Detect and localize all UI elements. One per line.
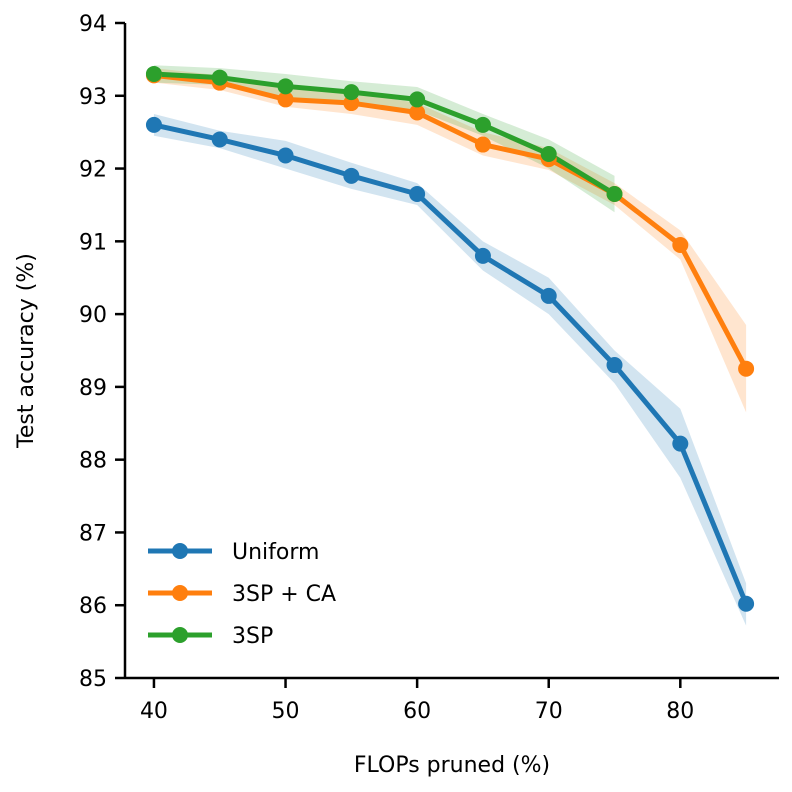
x-axis-label: FLOPs pruned (%) (354, 753, 550, 778)
y-tick-label-90: 90 (79, 303, 107, 328)
point-3sp-75 (606, 186, 623, 203)
point-uniform-70 (540, 287, 557, 304)
y-tick-label-91: 91 (79, 230, 107, 255)
band-3sp-ca (153, 68, 747, 413)
y-tick-label-85: 85 (79, 667, 107, 692)
point-3sp-65 (474, 116, 491, 133)
point-3sp-ca-80 (672, 236, 689, 253)
legend-label-3sp: 3SP (232, 624, 273, 649)
point-3sp-50 (277, 78, 294, 95)
point-uniform-40 (145, 116, 162, 133)
y-tick-label-88: 88 (79, 449, 107, 474)
point-uniform-80 (672, 435, 689, 452)
point-uniform-55 (343, 167, 360, 184)
point-3sp-ca-85 (738, 360, 755, 377)
point-3sp-70 (540, 146, 557, 162)
y-tick-label-87: 87 (79, 521, 107, 546)
y-tick-label-93: 93 (79, 85, 107, 110)
axes (123, 23, 779, 680)
point-uniform-50 (277, 147, 294, 164)
line-3sp (153, 71, 616, 197)
point-uniform-65 (474, 247, 491, 264)
point-3sp-ca-60 (409, 104, 426, 121)
x-tick-label-70: 70 (535, 699, 563, 724)
legend-marker-uniform (172, 543, 188, 559)
point-3sp-ca-50 (277, 91, 294, 108)
point-3sp-ca-65 (474, 136, 491, 153)
point-uniform-75 (606, 357, 623, 374)
line-3sp-ca (153, 72, 749, 370)
legend: Uniform 3SP + CA 3SP (148, 540, 336, 649)
legend-label-3sp-ca: 3SP + CA (232, 582, 336, 607)
x-tick-label-60: 60 (403, 699, 431, 724)
point-3sp-60 (409, 91, 426, 108)
line-uniform (153, 122, 749, 605)
point-uniform-60 (409, 186, 426, 203)
y-tick-label-86: 86 (79, 594, 107, 619)
series-lines (153, 71, 749, 605)
legend-item-uniform: Uniform (148, 540, 319, 565)
point-uniform-45 (211, 131, 228, 148)
x-tick-label-80: 80 (666, 699, 694, 724)
legend-label-uniform: Uniform (232, 540, 319, 565)
axis-ticks: 40 50 60 70 80 85 86 87 88 89 90 91 92 93 94 (79, 12, 694, 724)
y-tick-label-94: 94 (79, 12, 107, 37)
point-3sp-55 (343, 84, 360, 101)
y-tick-label-89: 89 (79, 376, 107, 401)
point-3sp-45 (211, 69, 228, 86)
x-tick-label-40: 40 (140, 699, 168, 724)
series-markers (145, 65, 755, 612)
legend-item-3sp: 3SP (148, 624, 273, 649)
band-uniform (153, 113, 747, 626)
point-uniform-85 (738, 595, 755, 612)
y-axis-label: Test accuracy (%) (14, 253, 39, 449)
legend-item-3sp-ca: 3SP + CA (148, 582, 336, 607)
point-3sp-40 (145, 65, 162, 82)
y-tick-label-92: 92 (79, 158, 107, 183)
legend-marker-3sp-ca (172, 585, 188, 601)
legend-marker-3sp (172, 627, 188, 643)
x-tick-label-50: 50 (272, 699, 300, 724)
